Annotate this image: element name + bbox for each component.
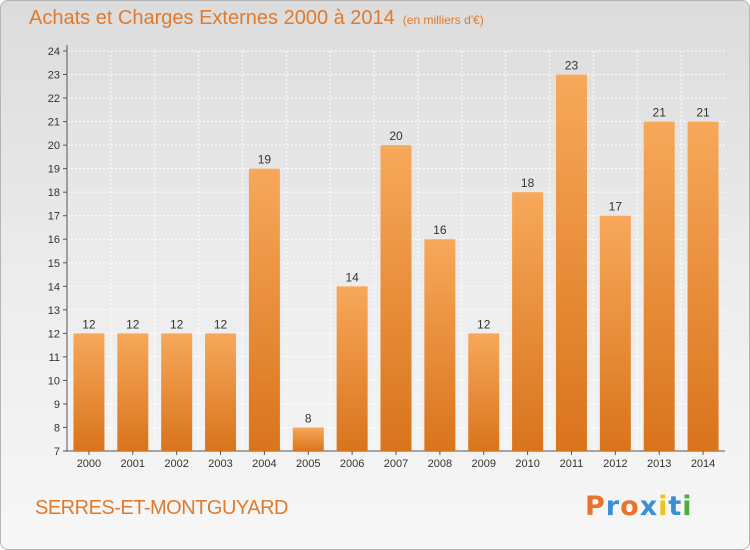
bar xyxy=(687,121,719,452)
bar-value-label: 23 xyxy=(565,59,579,73)
x-tick-label: 2009 xyxy=(471,458,495,470)
x-tick-label: 2001 xyxy=(121,458,145,470)
logo-letter: o xyxy=(620,491,640,522)
logo-letter: r xyxy=(605,491,621,522)
x-tick-labels: 2000 2001 2002 2003 2004 2005 2006 2007 2008 2009… xyxy=(77,458,716,470)
y-tick-label: 12 xyxy=(48,328,60,340)
bar xyxy=(512,192,544,452)
x-tick-label: 2005 xyxy=(296,458,320,470)
y-tick-label: 23 xyxy=(48,70,60,82)
bar xyxy=(424,239,456,451)
y-tick-label: 11 xyxy=(49,352,60,364)
bar-value-label: 18 xyxy=(521,176,535,190)
x-tick-label: 2007 xyxy=(384,458,408,470)
bar-value-label: 21 xyxy=(696,106,710,120)
bar-value-label: 17 xyxy=(609,200,623,214)
y-tick-label: 22 xyxy=(48,93,60,105)
y-tick-label: 7 xyxy=(54,446,60,458)
value-labels: 12 12 12 12 19 8 14 20 16 12 18 23 17 21 21 xyxy=(82,59,710,426)
logo-letter: t xyxy=(668,491,683,522)
logo-letter: P xyxy=(585,491,606,522)
location-name: SERRES-ET-MONTGUYARD xyxy=(35,497,288,519)
y-tick-label: 8 xyxy=(54,422,60,434)
x-tick-label: 2008 xyxy=(428,458,452,470)
y-tick-label: 9 xyxy=(54,399,60,411)
bar xyxy=(468,333,500,451)
proxiti-logo: Proxiti xyxy=(585,491,693,522)
bar-value-label: 16 xyxy=(433,223,447,237)
y-tick-label: 15 xyxy=(48,258,60,270)
y-tick-label: 17 xyxy=(48,211,60,223)
y-tick-label: 18 xyxy=(48,187,60,199)
y-tick-label: 16 xyxy=(48,234,60,246)
logo-letter: x xyxy=(639,491,659,522)
bar xyxy=(380,145,412,451)
bar-value-label: 8 xyxy=(305,411,312,425)
x-tick-label: 2011 xyxy=(560,458,584,470)
x-tick-label: 2014 xyxy=(691,458,715,470)
bar xyxy=(643,121,675,452)
x-tick-label: 2012 xyxy=(603,458,627,470)
bar-value-label: 19 xyxy=(258,153,272,167)
y-tick-labels: 7 8 9 10 11 12 13 14 15 16 17 18 19 20 21 22 23 24 xyxy=(48,46,60,458)
x-tick-label: 2004 xyxy=(252,458,276,470)
chart-title: Achats et Charges Externes 2000 à 2014 (e… xyxy=(29,7,484,30)
y-tick-label: 14 xyxy=(48,281,60,293)
bar-value-label: 12 xyxy=(170,317,184,331)
y-tick-label: 10 xyxy=(48,375,60,387)
bar xyxy=(292,427,324,451)
bars xyxy=(73,74,719,452)
chart-subtitle: (en milliers d'€) xyxy=(402,13,484,27)
chart-title-text: Achats et Charges Externes 2000 à 2014 xyxy=(29,7,395,29)
bar-value-label: 12 xyxy=(126,317,140,331)
x-tick-label: 2006 xyxy=(340,458,364,470)
bar xyxy=(117,333,149,451)
bar-value-label: 14 xyxy=(345,270,359,284)
y-tick-label: 20 xyxy=(48,140,60,152)
x-tick-label: 2000 xyxy=(77,458,101,470)
y-tick-label: 13 xyxy=(48,305,60,317)
bar xyxy=(73,333,105,451)
logo-letter: i xyxy=(682,491,693,522)
y-tick-label: 21 xyxy=(48,117,60,129)
bar xyxy=(336,286,368,451)
bar xyxy=(161,333,193,451)
bar xyxy=(555,74,587,451)
x-tick-label: 2002 xyxy=(164,458,188,470)
bar-value-label: 12 xyxy=(82,317,96,331)
bar xyxy=(248,168,280,451)
bar xyxy=(599,215,631,451)
bar xyxy=(205,333,237,451)
y-tick-label: 24 xyxy=(48,46,60,58)
bar-value-label: 12 xyxy=(477,317,491,331)
bar-value-label: 21 xyxy=(653,106,667,120)
x-tick-label: 2010 xyxy=(515,458,539,470)
logo-letter: i xyxy=(658,491,669,522)
y-tick-label: 19 xyxy=(48,164,60,176)
bar-value-label: 12 xyxy=(214,317,228,331)
x-tick-label: 2003 xyxy=(208,458,232,470)
bar-value-label: 20 xyxy=(389,129,403,143)
x-tick-label: 2013 xyxy=(647,458,671,470)
